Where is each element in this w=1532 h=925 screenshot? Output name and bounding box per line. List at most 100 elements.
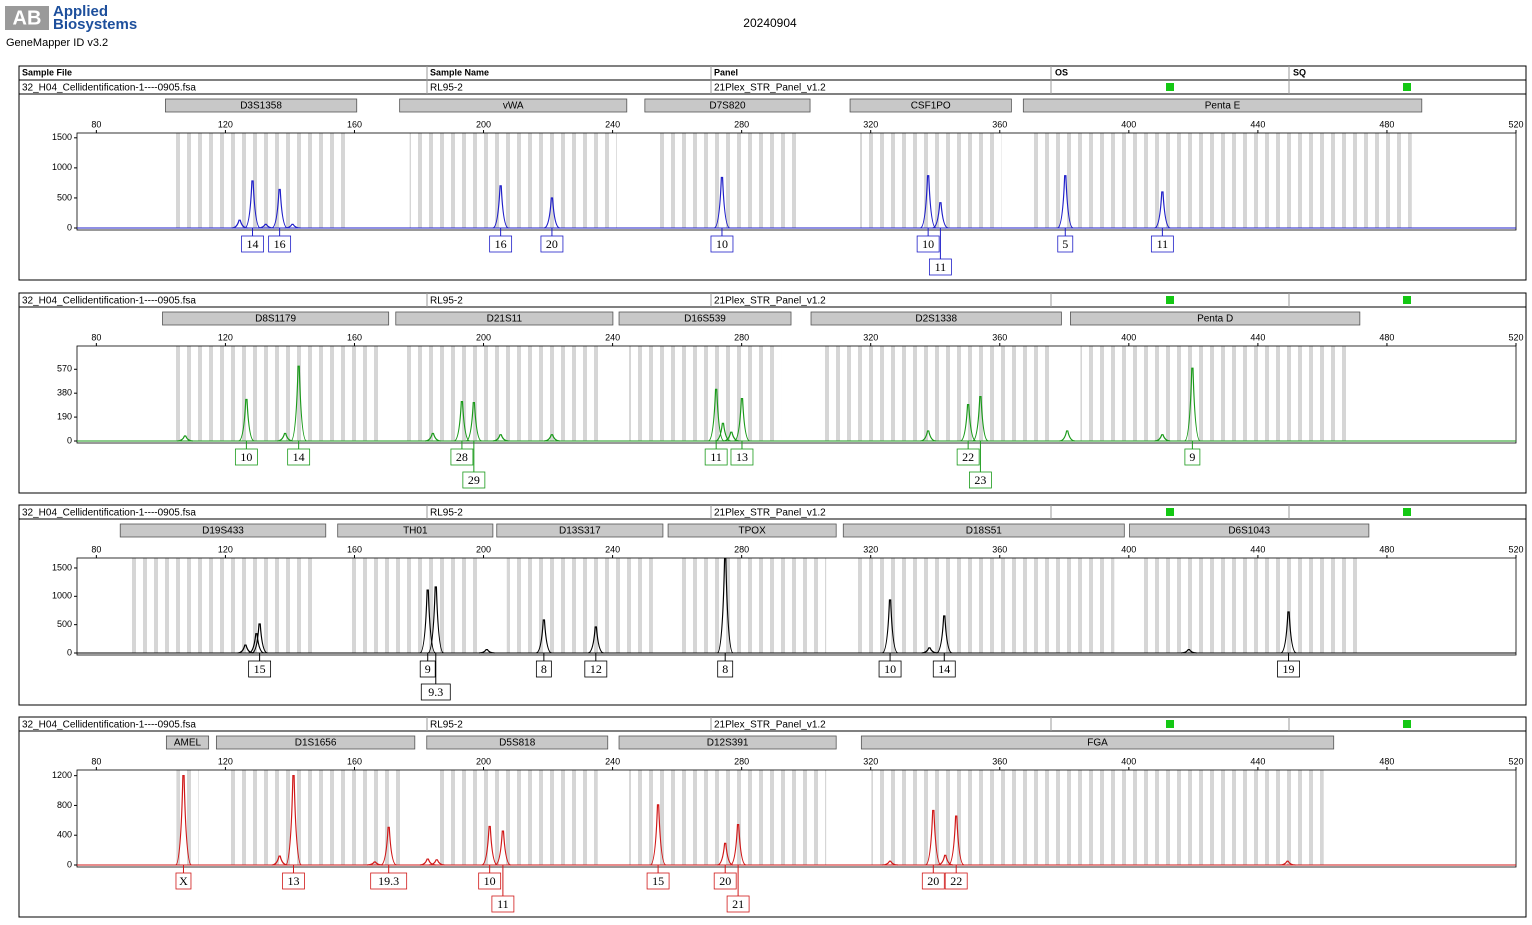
x-tick-label: 240 [605,332,620,342]
file-row [18,504,1527,520]
bin-region [409,133,617,228]
file-row [18,716,1527,732]
x-tick-label: 120 [218,544,233,554]
peak [419,589,436,654]
x-tick-label: 320 [863,332,878,342]
locus-bar [162,311,390,326]
peak [478,648,495,654]
peak [708,388,725,442]
x-tick-label: 200 [476,544,491,554]
panel-name: 21Plex_STR_Panel_v1.2 [714,83,826,94]
peak [465,402,482,442]
bin-region [860,133,1002,228]
x-tick-label: 240 [605,119,620,129]
label-box [730,448,754,466]
label-box [282,872,305,890]
x-tick-label: 80 [91,756,101,766]
peak [972,395,989,442]
bin-region [678,558,827,653]
label-box [287,448,311,466]
allele-label: 10 [884,662,896,676]
peak [284,223,301,229]
locus-name: D5S818 [499,738,536,749]
locus-name: D6S1043 [1228,526,1270,537]
locus-name: D12S391 [707,738,749,749]
locus-bar [618,735,837,750]
status-ok [1166,508,1174,516]
label-box [944,872,968,890]
bin-region [436,770,598,865]
peak [244,180,261,229]
label-box [540,235,564,253]
allele-label: 14 [247,237,259,251]
bin-region [654,133,801,228]
panel-name: 21Plex_STR_Panel_v1.2 [714,296,826,307]
y-tick-label: 500 [57,192,72,202]
peak [535,619,552,654]
label-box [175,872,192,890]
sample-file: 32_H04_Cellidentification-1----0905.fsa [22,296,196,307]
logo-box [5,6,49,30]
x-tick-label: 240 [605,756,620,766]
peak [1154,434,1171,442]
allele-label: 19.3 [378,874,399,888]
allele-label: 11 [710,450,722,464]
locus-bar [165,735,210,750]
bin-region [629,770,827,865]
label-box [462,471,486,489]
peak [492,434,509,442]
peak [251,623,268,654]
peak [290,365,308,442]
locus-name: AMEL [174,738,202,749]
bin-region [629,346,782,441]
y-tick-label: 1000 [52,162,72,172]
label-box [584,660,608,678]
locus-name: D13S317 [559,526,601,537]
y-tick-label: 1200 [52,770,72,780]
status-ok [1403,83,1411,91]
peak [238,398,255,442]
allele-label: 11 [1157,237,1169,251]
bin-region [172,346,379,441]
panel-box [18,65,1527,281]
x-tick-label: 520 [1508,332,1523,342]
locus-name: D8S1179 [255,314,296,325]
x-tick-label: 280 [734,544,749,554]
sample-name: RL95-2 [430,83,463,94]
label-box [1277,660,1300,678]
allele-label: 20 [719,874,731,888]
file-row [18,292,1527,308]
label-box [710,235,734,253]
bin-region [1033,133,1412,228]
locus-bar [1070,311,1361,326]
locus-bar [399,98,628,113]
peak [492,185,509,229]
allele-label: 15 [254,662,266,676]
peak [425,432,441,442]
sample-name: RL95-2 [430,508,463,519]
allele-label: 22 [950,874,962,888]
y-tick-label: 800 [57,800,72,810]
locus-name: Penta E [1205,101,1241,112]
y-tick-label: 0 [67,435,72,445]
status-ok [1166,720,1174,728]
plot-frame [76,557,1517,656]
allele-label: 22 [962,450,974,464]
panel-name: 21Plex_STR_Panel_v1.2 [714,720,826,731]
peak [920,175,937,229]
x-tick-label: 480 [1379,119,1394,129]
label-box [916,235,940,253]
x-tick-label: 120 [218,119,233,129]
locus-name: D21S11 [487,314,523,325]
peak [920,430,937,442]
x-tick-label: 80 [91,544,101,554]
x-tick-label: 400 [1121,119,1136,129]
label-box [932,660,956,678]
peak [380,826,397,866]
locus-bar [337,523,494,538]
label-box [420,683,451,701]
peak [733,397,751,442]
x-tick-label: 480 [1379,544,1394,554]
label-box [535,660,552,678]
